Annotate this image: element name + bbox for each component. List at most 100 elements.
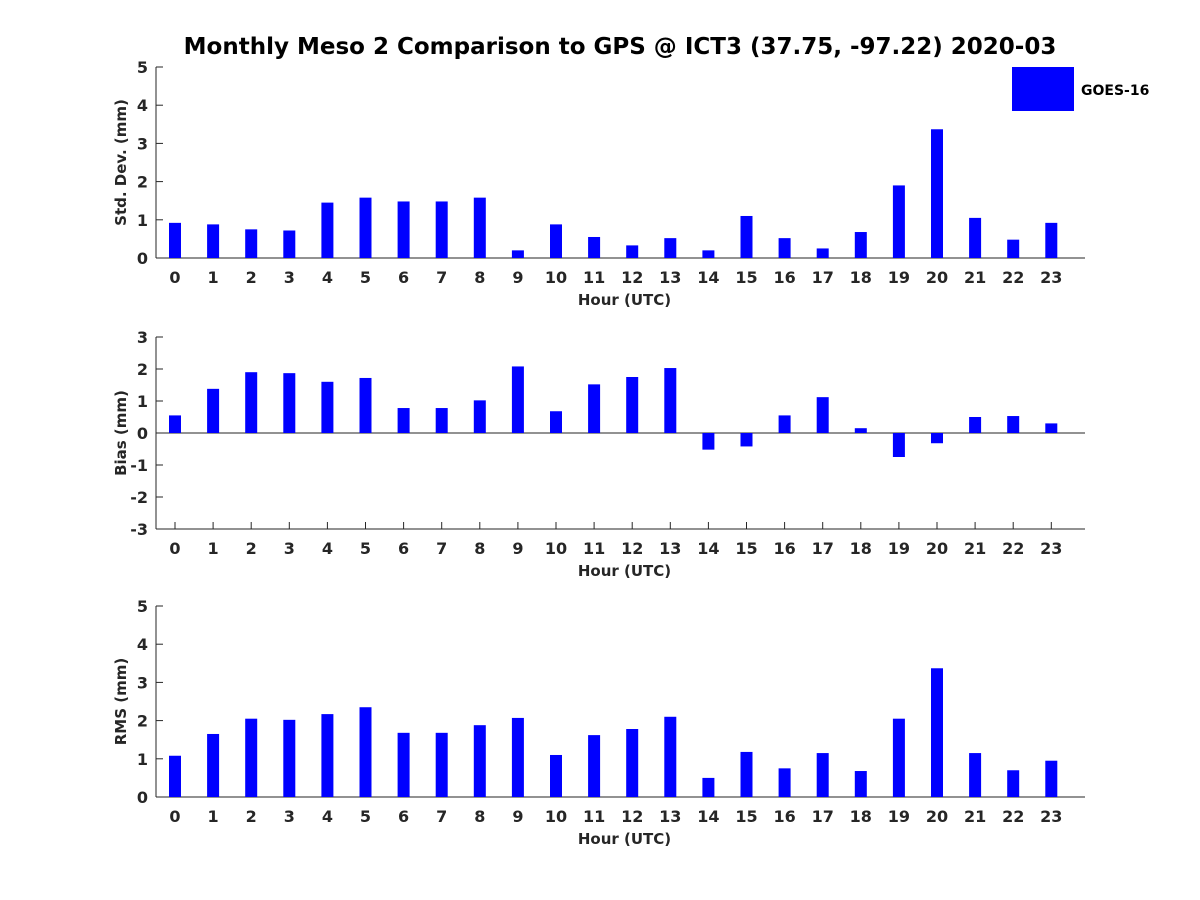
y-tick-label: 3 [137, 134, 148, 153]
bar [321, 202, 334, 258]
y-tick-label: 5 [137, 597, 148, 616]
x-tick-label: 10 [545, 268, 567, 287]
x-tick-label: 8 [474, 807, 485, 826]
x-tick-label: 10 [545, 539, 567, 558]
x-tick-label: 3 [284, 539, 295, 558]
bar [169, 755, 181, 797]
bar [1045, 760, 1058, 797]
x-tick-label: 10 [545, 807, 567, 826]
x-axis-label: Hour (UTC) [578, 562, 671, 580]
bar [969, 217, 982, 258]
bar [435, 201, 448, 258]
bar [854, 428, 867, 433]
x-tick-label: 16 [773, 268, 795, 287]
bar [740, 751, 753, 797]
bar [816, 248, 829, 258]
bar [321, 714, 334, 797]
x-tick-label: 17 [812, 807, 834, 826]
x-tick-label: 2 [246, 539, 257, 558]
x-tick-label: 0 [169, 268, 180, 287]
x-tick-label: 0 [169, 807, 180, 826]
bar [245, 229, 258, 258]
x-tick-label: 16 [773, 539, 795, 558]
y-tick-label: -1 [130, 456, 148, 475]
bar [473, 197, 486, 258]
x-tick-label: 0 [169, 539, 180, 558]
bar [588, 735, 601, 797]
x-tick-label: 17 [812, 539, 834, 558]
x-tick-label: 21 [964, 807, 986, 826]
x-tick-label: 14 [697, 807, 719, 826]
x-tick-label: 19 [888, 807, 910, 826]
x-tick-label: 13 [659, 807, 681, 826]
bar [169, 222, 181, 258]
x-axis-label: Hour (UTC) [578, 291, 671, 309]
figure-title: Monthly Meso 2 Comparison to GPS @ ICT3 … [184, 34, 1057, 60]
bar [1045, 423, 1058, 433]
bar [702, 250, 715, 258]
bar [892, 718, 905, 797]
x-tick-label: 12 [621, 268, 643, 287]
bar [207, 224, 220, 258]
x-tick-label: 5 [360, 539, 371, 558]
x-tick-label: 18 [850, 268, 872, 287]
y-tick-label: 1 [137, 750, 148, 769]
x-tick-label: 6 [398, 268, 409, 287]
y-tick-label: -2 [130, 488, 148, 507]
x-tick-label: 13 [659, 539, 681, 558]
x-tick-label: 16 [773, 807, 795, 826]
x-tick-label: 14 [697, 539, 719, 558]
x-tick-label: 22 [1002, 539, 1024, 558]
bar [1007, 416, 1020, 433]
bar [169, 415, 181, 433]
x-tick-label: 21 [964, 539, 986, 558]
bar [626, 377, 639, 433]
x-tick-label: 19 [888, 268, 910, 287]
bar [892, 185, 905, 258]
x-tick-label: 8 [474, 268, 485, 287]
x-tick-label: 18 [850, 539, 872, 558]
x-tick-label: 4 [322, 539, 333, 558]
bar [740, 215, 753, 258]
bar [702, 777, 715, 797]
x-tick-label: 8 [474, 539, 485, 558]
x-tick-label: 14 [697, 268, 719, 287]
bar [664, 238, 677, 258]
bar [435, 408, 448, 433]
x-tick-label: 9 [512, 268, 523, 287]
x-tick-label: 22 [1002, 807, 1024, 826]
x-tick-label: 3 [284, 268, 295, 287]
y-tick-label: 0 [137, 788, 148, 807]
x-tick-label: 4 [322, 807, 333, 826]
bar [550, 224, 562, 258]
bar [207, 388, 220, 433]
bar [397, 408, 410, 433]
bar [245, 718, 258, 797]
x-tick-label: 17 [812, 268, 834, 287]
bar [1045, 222, 1058, 258]
bar [740, 433, 753, 447]
x-tick-label: 6 [398, 539, 409, 558]
bar [207, 733, 220, 797]
x-tick-label: 2 [246, 807, 257, 826]
bar [626, 245, 639, 258]
legend-label: GOES-16 [1081, 83, 1149, 99]
x-tick-label: 19 [888, 539, 910, 558]
bar [854, 232, 867, 258]
y-tick-label: 2 [137, 360, 148, 379]
bar [931, 668, 943, 797]
x-tick-label: 13 [659, 268, 681, 287]
x-tick-label: 5 [360, 807, 371, 826]
bar [816, 753, 829, 797]
y-axis-label: Bias (mm) [112, 390, 130, 476]
bar [778, 238, 791, 258]
x-tick-label: 20 [926, 539, 948, 558]
x-tick-label: 11 [583, 539, 605, 558]
bar [283, 719, 296, 797]
y-axis-label: RMS (mm) [112, 658, 130, 745]
bar [283, 230, 296, 258]
bar [1007, 239, 1020, 258]
bar [702, 433, 715, 450]
bar [664, 368, 677, 433]
x-tick-label: 11 [583, 268, 605, 287]
